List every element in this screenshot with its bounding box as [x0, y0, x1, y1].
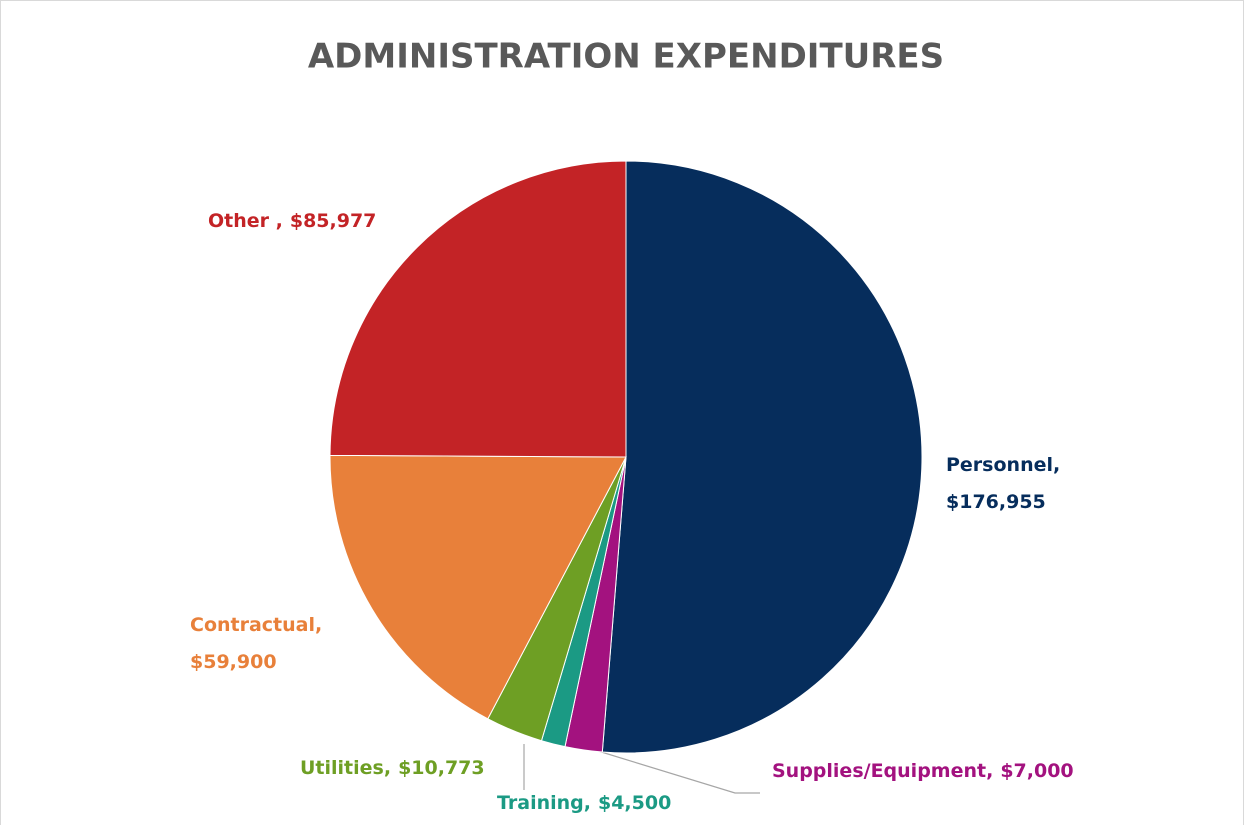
data-label: Training, $4,500	[497, 792, 671, 814]
pie-slice	[329, 454, 627, 720]
label-value: $10,773	[398, 757, 485, 779]
label-value: $176,955	[946, 491, 1046, 513]
label-category: Personnel,	[946, 454, 1060, 476]
data-label: Utilities, $10,773	[300, 757, 485, 779]
pie-slice	[601, 160, 923, 754]
label-value: $7,000	[1000, 760, 1073, 782]
label-category: Supplies/Equipment,	[772, 760, 993, 782]
data-label: Personnel, $176,955	[946, 454, 1060, 513]
data-label: Supplies/Equipment, $7,000	[772, 760, 1074, 782]
label-category: Training,	[497, 792, 591, 814]
leader-line	[571, 742, 760, 794]
label-value: $59,900	[190, 651, 277, 673]
chart-title: ADMINISTRATION EXPENDITURES	[308, 37, 944, 77]
label-category: Utilities,	[300, 757, 391, 779]
data-label: Contractual, $59,900	[190, 614, 322, 673]
label-value: $85,977	[290, 210, 377, 232]
label-category: Other ,	[208, 210, 283, 232]
label-value: $4,500	[598, 792, 671, 814]
pie-slice	[329, 160, 627, 458]
label-category: Contractual,	[190, 614, 322, 636]
data-label: Other , $85,977	[208, 210, 376, 232]
